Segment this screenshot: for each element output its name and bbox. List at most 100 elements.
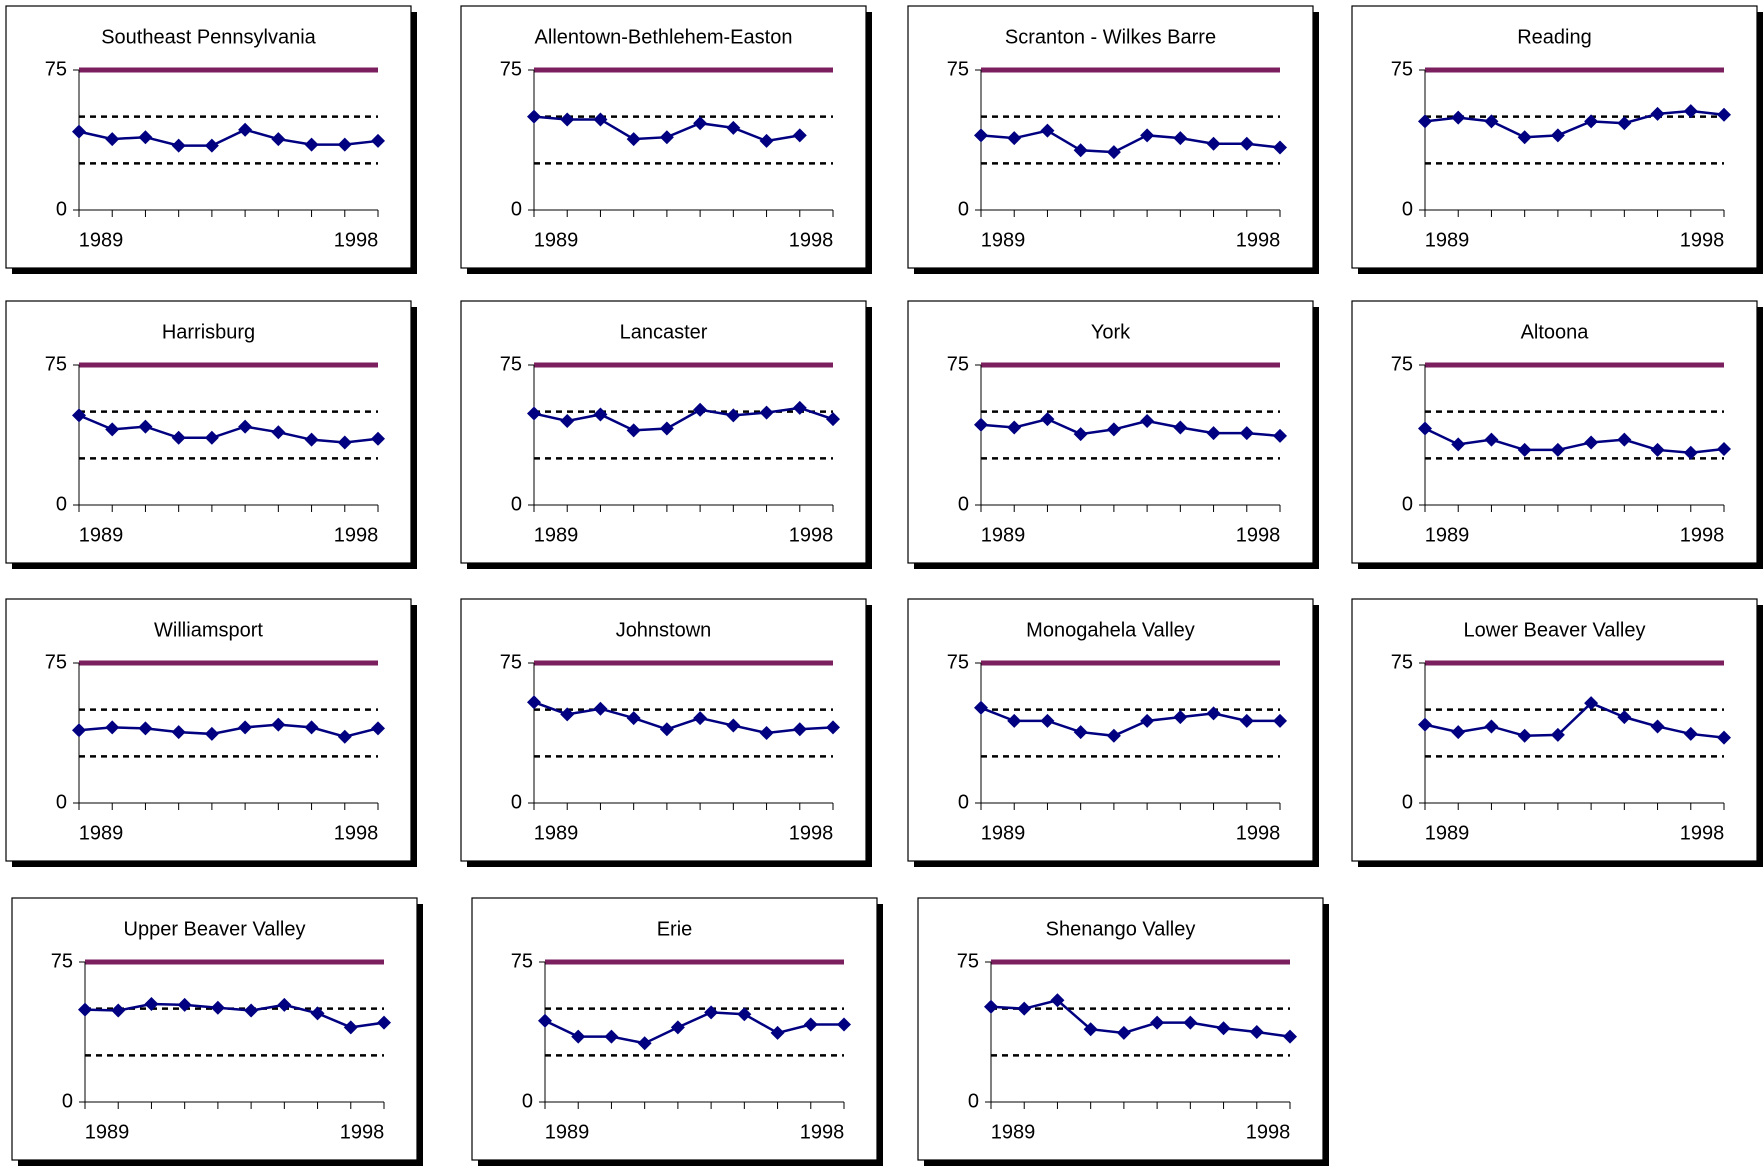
chart-panel: Allentown-Bethlehem-Easton 0 75 1989 1998 [460,5,872,274]
data-point [138,721,153,736]
data-point [1517,728,1532,743]
data-point [1273,428,1287,443]
panel-frame [5,5,412,269]
data-point [604,1029,619,1044]
data-point [105,422,120,437]
x-tick-label: 1998 [789,524,834,546]
y-tick-label: 75 [51,950,73,972]
x-tick-label: 1998 [340,1121,385,1143]
chart-panel: Williamsport 0 75 1989 1998 [5,598,417,867]
x-tick-label: 1998 [1236,229,1281,251]
y-tick-label: 0 [1402,198,1413,220]
data-point [826,720,840,735]
x-tick-label: 1998 [1236,822,1281,844]
data-point [1239,713,1254,728]
y-tick-label: 0 [1402,493,1413,515]
data-point [238,419,253,434]
x-tick-label: 1989 [981,229,1026,251]
y-tick-label: 0 [56,198,67,220]
data-line [78,723,379,739]
data-point [571,1029,586,1044]
data-point [1140,713,1155,728]
x-tick-label: 1989 [1425,524,1470,546]
data-point [792,722,807,737]
data-line [544,1011,844,1045]
data-point [238,122,253,137]
data-point [1183,1015,1198,1030]
data-point [974,417,988,432]
data-point [271,132,286,147]
data-point [1017,1001,1032,1016]
chart-title: Upper Beaver Valley [124,918,306,940]
data-point [1717,730,1731,745]
y-tick-label: 75 [45,58,67,80]
data-point [204,726,219,741]
data-point [1683,726,1698,741]
data-point [693,711,708,726]
y-tick-label: 0 [511,791,522,813]
data-point [560,707,575,722]
data-point [171,138,186,153]
x-tick-label: 1989 [534,229,579,251]
data-line [533,701,834,735]
y-tick-label: 75 [1391,353,1413,375]
data-point [1418,114,1432,129]
data-point [204,138,219,153]
data-point [1173,420,1188,435]
chart-title: York [1091,321,1131,343]
data-point [1216,1021,1231,1036]
data-point [659,130,674,145]
chart-title: Lancaster [620,321,708,343]
data-point [759,726,774,740]
data-point [593,407,608,422]
data-point [1073,427,1088,442]
data-point [1617,116,1632,131]
x-tick-label: 1998 [1680,822,1725,844]
panel-frame [907,5,1314,269]
chart-panel: Altoona 0 75 1989 1998 [1351,300,1763,569]
data-point [171,725,186,740]
y-tick-label: 75 [1391,58,1413,80]
data-point [371,431,385,446]
x-tick-label: 1989 [79,229,124,251]
data-point [759,133,774,148]
x-tick-label: 1989 [79,822,124,844]
data-point [626,423,641,438]
x-tick-label: 1998 [800,1121,845,1143]
data-point [527,695,541,710]
data-point [1249,1025,1264,1039]
data-point [1550,727,1565,742]
chart-panel: Upper Beaver Valley 0 75 1989 1998 [11,897,423,1166]
data-line [1424,701,1725,739]
data-point [72,723,86,738]
y-tick-label: 75 [500,58,522,80]
data-point [1140,414,1155,428]
data-point [1116,1025,1131,1040]
data-line [980,706,1280,738]
x-tick-label: 1998 [1680,524,1725,546]
chart-title: Harrisburg [162,321,255,343]
x-tick-label: 1989 [981,524,1026,546]
data-point [371,133,385,148]
data-point [111,1003,126,1018]
data-point [626,132,641,147]
x-tick-label: 1998 [1236,524,1281,546]
chart-title: Reading [1517,26,1592,48]
x-tick-label: 1998 [334,822,379,844]
data-line [980,129,1281,154]
data-point [1040,412,1055,427]
data-point [304,720,319,735]
data-line [84,1002,385,1029]
x-tick-label: 1998 [334,524,379,546]
chart-panel: Monogahela Valley 0 75 1989 1998 [907,598,1319,867]
data-point [1007,420,1022,435]
data-line [533,406,834,432]
x-tick-label: 1989 [85,1121,130,1143]
panel-frame [1351,300,1758,564]
data-point [527,109,541,124]
data-point [837,1017,851,1032]
y-tick-label: 75 [947,651,969,673]
data-point [1584,114,1599,129]
data-point [1106,728,1121,743]
